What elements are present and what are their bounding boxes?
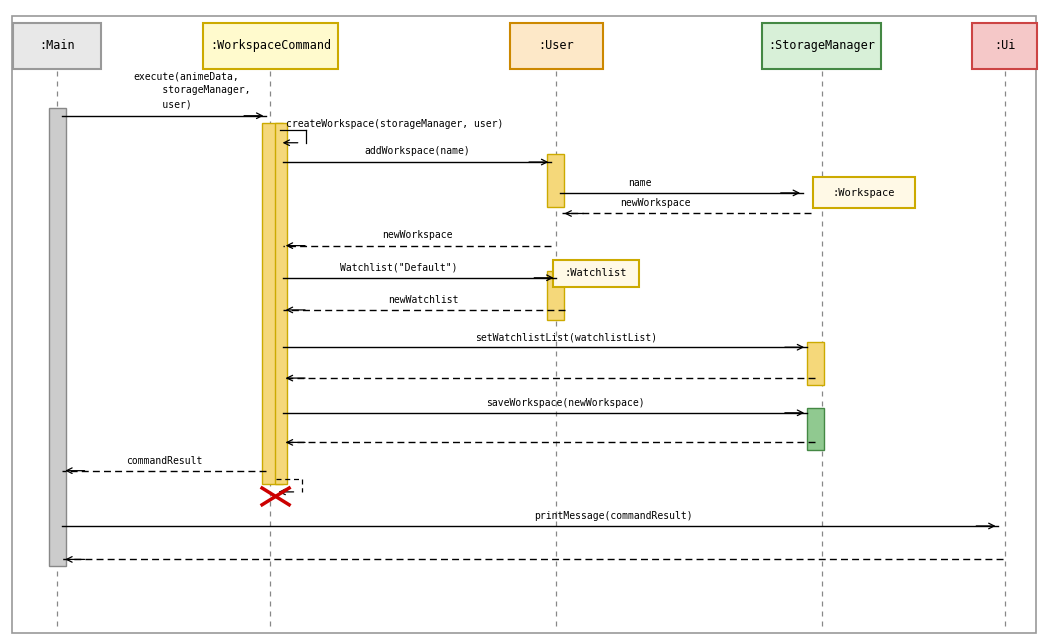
Text: createWorkspace(storageManager, user): createWorkspace(storageManager, user) xyxy=(286,118,503,129)
Text: :User: :User xyxy=(539,39,574,52)
Text: newWorkspace: newWorkspace xyxy=(620,198,691,208)
Text: :WorkspaceCommand: :WorkspaceCommand xyxy=(210,39,331,52)
Text: saveWorkspace(newWorkspace): saveWorkspace(newWorkspace) xyxy=(487,397,645,408)
Text: user): user) xyxy=(133,99,191,109)
Bar xyxy=(510,23,603,69)
Bar xyxy=(275,123,287,484)
Text: :Watchlist: :Watchlist xyxy=(565,268,627,278)
Text: commandResult: commandResult xyxy=(126,455,203,466)
Text: storageManager,: storageManager, xyxy=(133,85,251,95)
Bar xyxy=(12,23,102,69)
Text: newWorkspace: newWorkspace xyxy=(382,230,452,240)
Bar xyxy=(813,177,915,208)
Bar xyxy=(547,271,564,320)
Bar xyxy=(807,342,824,385)
Text: :StorageManager: :StorageManager xyxy=(769,39,875,52)
Text: Watchlist("Default"): Watchlist("Default") xyxy=(340,262,458,273)
Text: newWatchlist: newWatchlist xyxy=(389,294,459,305)
Bar xyxy=(762,23,882,69)
Text: :Workspace: :Workspace xyxy=(833,188,895,198)
Text: setWatchlistList(watchlistList): setWatchlistList(watchlistList) xyxy=(474,332,657,342)
Text: name: name xyxy=(628,177,651,188)
Text: execute(animeData,: execute(animeData, xyxy=(133,71,239,81)
Bar xyxy=(807,408,824,450)
Bar xyxy=(203,23,338,69)
Text: printMessage(commandResult): printMessage(commandResult) xyxy=(535,511,693,521)
Text: :Main: :Main xyxy=(40,39,75,52)
Bar xyxy=(262,123,283,484)
Bar xyxy=(972,23,1037,69)
Bar xyxy=(553,260,639,287)
Bar xyxy=(547,154,564,207)
Text: :Ui: :Ui xyxy=(994,39,1015,52)
Bar xyxy=(49,108,66,566)
Text: addWorkspace(name): addWorkspace(name) xyxy=(364,145,470,156)
